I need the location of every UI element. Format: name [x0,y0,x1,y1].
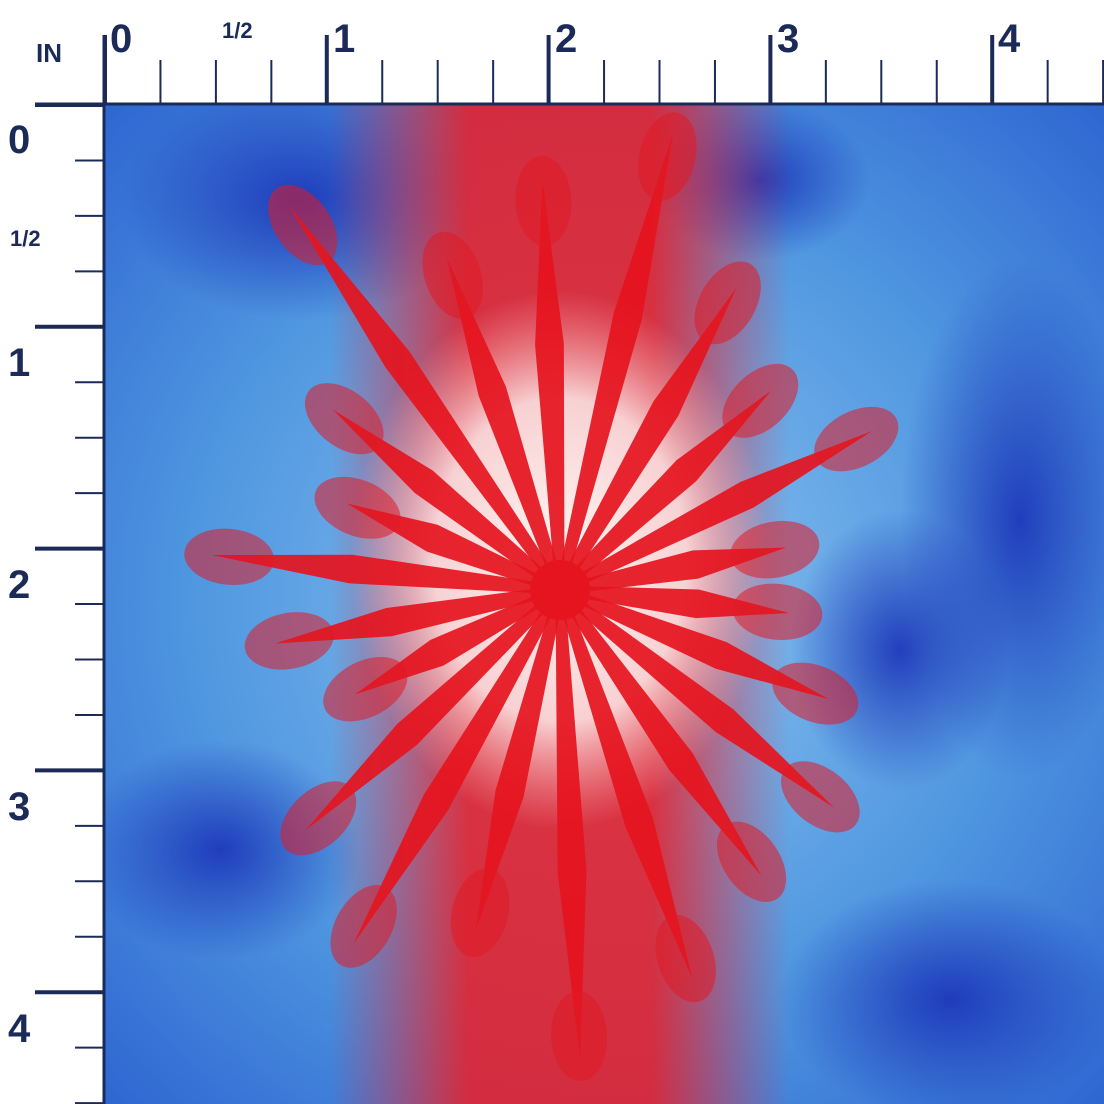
dye-burst [694,261,761,345]
dye-spoke [332,409,563,594]
dye-spoke [289,205,564,593]
dye-spoke [556,287,737,593]
dye-burst [323,656,408,722]
left-ruler-label: 0 [8,118,30,162]
dye-spoke [556,390,771,594]
dye-burst [450,868,510,957]
dye-burst [184,528,275,586]
dye-spoke [535,180,565,591]
top-ruler-label: 4 [998,17,1021,61]
top-ruler-label: 1/2 [222,18,253,43]
dye-spoke [555,588,693,979]
dye-burst [280,781,357,856]
dye-burst [781,761,860,833]
dye-burst [268,184,338,266]
dye-burst [722,363,799,438]
left-ruler-label: 2 [8,563,30,607]
dye-spoke [557,431,872,595]
dye-spoke [274,585,561,644]
left-ruler-label: 1 [8,341,30,385]
dye-burst [732,583,823,641]
dye-spoke [475,588,565,930]
dye-burst [655,915,716,1003]
dye-burst [515,155,572,246]
left-ruler-label: 4 [8,1007,31,1051]
dye-burst [244,612,334,670]
left-ruler-label: 3 [8,785,30,829]
dye-spoke [353,587,564,945]
top-ruler-label: 2 [555,17,577,61]
left-ruler-label: 1/2 [10,226,41,251]
dye-spoke [346,503,562,595]
dye-burst [814,406,899,472]
dye-burst [304,383,384,455]
dye-spoke [355,585,563,695]
dye-spoke [558,585,829,700]
dye-spoke [556,587,762,877]
dye-spoke [211,554,561,595]
dye-spoke [559,547,787,595]
dye-burst [772,662,859,725]
unit-label: IN [36,38,62,68]
top-ruler-label: 0 [110,17,132,61]
dye-burst [422,231,483,319]
dye-spoke [447,258,565,592]
fabric-print [105,105,1104,1104]
top-ruler-label: 3 [777,17,799,61]
dye-burst [730,520,820,579]
top-ruler-label: 1 [333,17,355,61]
dye-spoke [305,586,564,831]
dye-spoke [555,133,673,592]
dye-burst [551,991,608,1082]
dye-center [530,560,590,620]
dye-spoke [557,586,835,808]
dye-spoke [559,585,789,619]
dye-burst [638,112,697,201]
dye-burst [330,885,397,968]
dye-burst [314,476,401,539]
dye-burst [716,821,787,902]
dye-spoke [555,589,587,1060]
